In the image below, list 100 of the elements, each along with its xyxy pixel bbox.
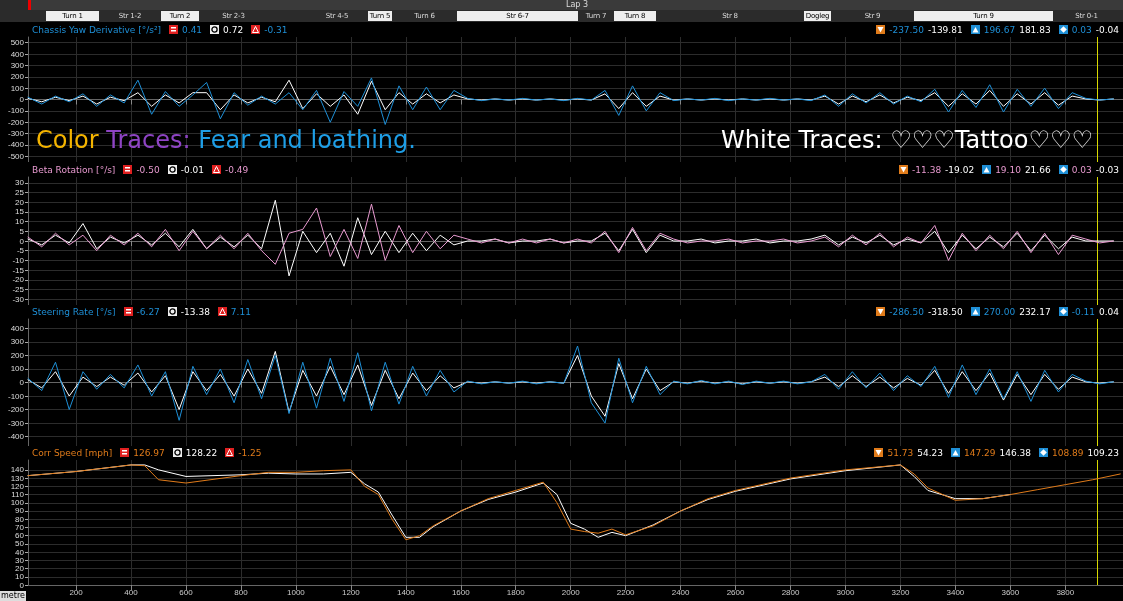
text: 232.17 xyxy=(1019,307,1051,317)
y-tick-label: -500 xyxy=(7,151,25,161)
y-tick-label: 100 xyxy=(10,83,25,93)
y-tick-label: 50 xyxy=(15,539,25,549)
y-tick-label: -10 xyxy=(12,255,25,265)
y-tick-label: 0 xyxy=(19,236,25,246)
text: Lap 3 xyxy=(28,0,1123,10)
y-tick-label: 15 xyxy=(15,207,25,217)
y-tick-label: 200 xyxy=(10,350,25,360)
x-tick-label: 2000 xyxy=(561,587,581,597)
y-tick-label: -100 xyxy=(7,391,25,401)
chart-title: Chassis Yaw Derivative [°/s²] xyxy=(32,25,162,35)
y-tick-label: 40 xyxy=(15,547,25,557)
y-tick-label: -25 xyxy=(12,284,25,294)
text: -0.01 xyxy=(180,165,204,175)
text: 126.97 xyxy=(133,448,165,458)
x-tick-label: 1400 xyxy=(396,587,416,597)
y-tick-label: 300 xyxy=(10,337,25,347)
y-tick-label: 90 xyxy=(15,506,25,516)
text: 54.23 xyxy=(917,448,943,458)
x-tick-label: 3800 xyxy=(1056,587,1075,597)
x-tick-label: 3600 xyxy=(1001,587,1020,597)
x-tick-label: 2200 xyxy=(616,587,636,597)
text: -318.50 xyxy=(927,307,963,317)
annotation: Color Traces: Fear and loathing. xyxy=(36,126,416,154)
y-tick-label: 60 xyxy=(15,531,25,541)
text: 21.66 xyxy=(1024,165,1051,175)
y-tick-label: -200 xyxy=(7,117,25,127)
text: 196.67 xyxy=(983,25,1016,35)
annotation: White Traces: ♡♡♡Tattoo♡♡♡ xyxy=(721,126,1093,154)
y-tick-label: 500 xyxy=(10,38,25,48)
x-tick-label: 2600 xyxy=(726,587,746,597)
y-tick-label: 5 xyxy=(19,226,25,236)
x-tick-label: 1800 xyxy=(506,587,526,597)
y-tick-label: 140 xyxy=(10,465,25,475)
text: 0.41 xyxy=(182,25,203,35)
text: -0.11 xyxy=(1071,307,1095,317)
y-tick-label: 30 xyxy=(15,555,25,565)
text: 19.10 xyxy=(995,165,1021,175)
x-tick-label: 1600 xyxy=(451,587,471,597)
y-tick-label: 100 xyxy=(10,364,25,374)
chart-title: Steering Rate [°/s] xyxy=(32,307,116,317)
y-tick-label: 20 xyxy=(15,197,25,207)
y-tick-label: 10 xyxy=(15,217,25,227)
text: 51.73 xyxy=(887,448,914,458)
y-tick-label: 0 xyxy=(19,580,25,590)
y-tick-label: 100 xyxy=(10,498,25,508)
y-tick-label: 70 xyxy=(15,522,25,532)
chart-title: Corr Speed [mph] xyxy=(32,448,113,458)
y-tick-label: 80 xyxy=(15,514,25,524)
text: 7.11 xyxy=(230,307,251,317)
text: 0.03 xyxy=(1071,25,1092,35)
y-tick-label: 130 xyxy=(10,473,25,483)
text: 0.04 xyxy=(1098,307,1119,317)
text: -1.25 xyxy=(238,448,262,458)
y-tick-label: -30 xyxy=(12,294,25,304)
y-tick-label: 300 xyxy=(10,60,25,70)
y-tick-label: -300 xyxy=(7,129,25,139)
text: -0.49 xyxy=(224,165,249,175)
text: -13.38 xyxy=(180,307,210,317)
y-tick-label: -100 xyxy=(7,106,25,116)
x-tick-label: 800 xyxy=(234,587,249,597)
text: 0.03 xyxy=(1071,165,1092,175)
y-tick-label: 0 xyxy=(19,378,25,387)
x-tick-label: 200 xyxy=(69,587,84,597)
x-tick-label: 3200 xyxy=(891,587,910,597)
y-tick-label: -400 xyxy=(7,140,25,150)
x-tick-label: 3400 xyxy=(946,587,965,597)
text: -237.50 xyxy=(889,25,924,35)
text: 146.38 xyxy=(999,448,1031,458)
y-tick-label: 20 xyxy=(15,564,25,574)
text: -139.81 xyxy=(927,25,963,35)
y-tick-label: 200 xyxy=(10,72,25,82)
x-tick-label: 2400 xyxy=(671,587,691,597)
y-tick-label: 0 xyxy=(19,95,25,104)
text: -19.02 xyxy=(945,165,975,175)
text: -6.27 xyxy=(136,307,160,317)
text: 128.22 xyxy=(185,448,218,458)
y-tick-label: 10 xyxy=(15,572,25,582)
text: -286.50 xyxy=(889,307,924,317)
text: -0.04 xyxy=(1095,25,1119,35)
x-axis-title: metre xyxy=(0,591,26,601)
y-tick-label: 25 xyxy=(15,188,25,198)
chart-title: Beta Rotation [°/s] xyxy=(32,165,116,175)
y-tick-label: 400 xyxy=(10,323,25,333)
x-tick-label: 1200 xyxy=(341,587,361,597)
x-tick-label: 400 xyxy=(124,587,139,597)
x-tick-label: 600 xyxy=(179,587,194,597)
x-tick-label: 1000 xyxy=(287,587,306,597)
y-tick-label: -20 xyxy=(12,275,25,285)
y-tick-label: 120 xyxy=(10,481,25,491)
x-tick-label: 2800 xyxy=(781,587,800,597)
text: 147.29 xyxy=(964,448,996,458)
text: 108.89 xyxy=(1052,448,1084,458)
y-tick-label: -5 xyxy=(16,246,25,256)
text: 270.00 xyxy=(983,307,1016,317)
text: 0.72 xyxy=(223,25,244,35)
y-tick-label: -300 xyxy=(7,418,25,428)
y-tick-label: 30 xyxy=(15,178,25,188)
y-tick-label: -400 xyxy=(7,432,25,442)
